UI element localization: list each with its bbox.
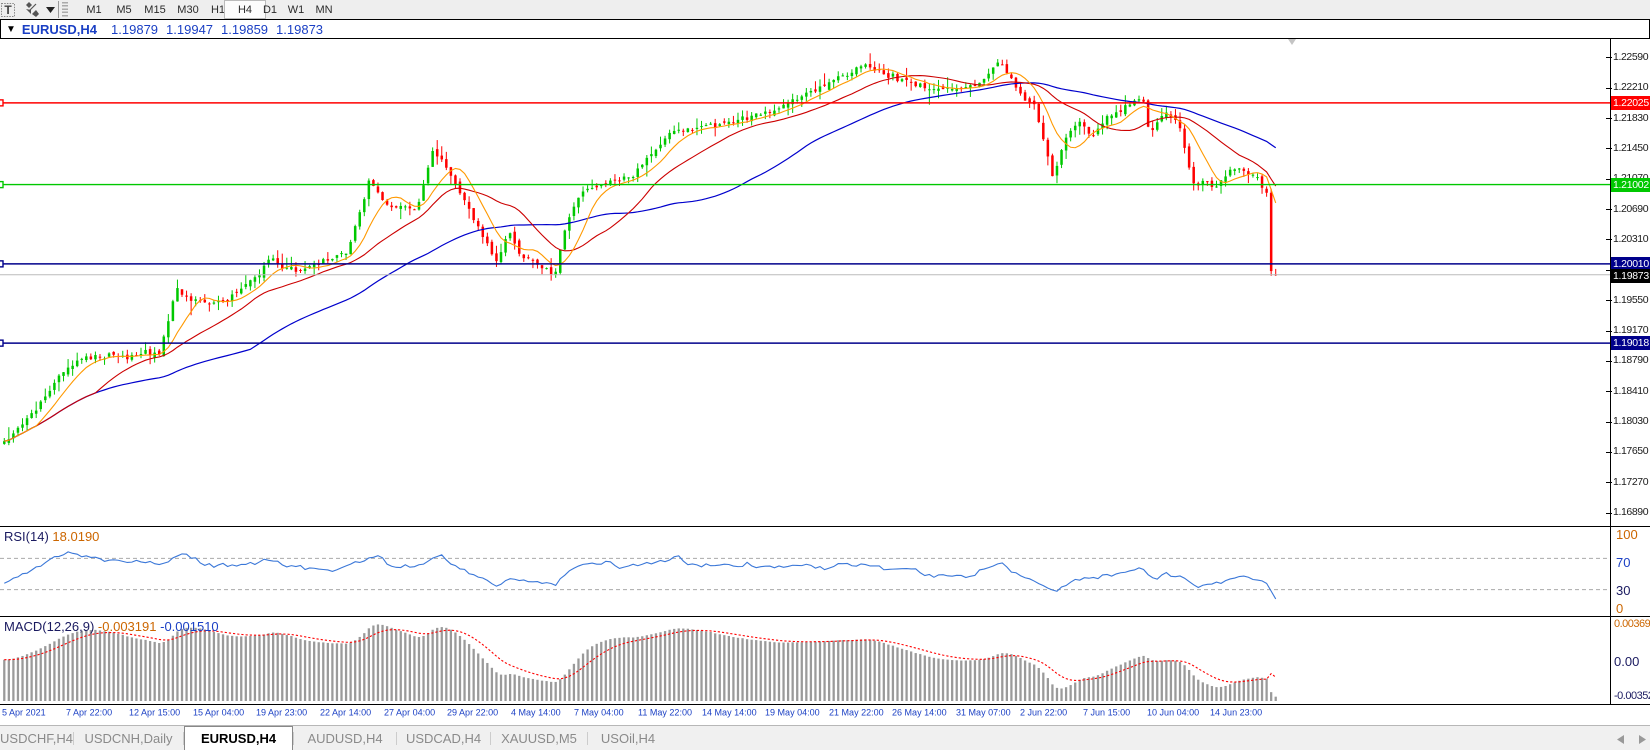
svg-text:T: T <box>4 3 12 17</box>
